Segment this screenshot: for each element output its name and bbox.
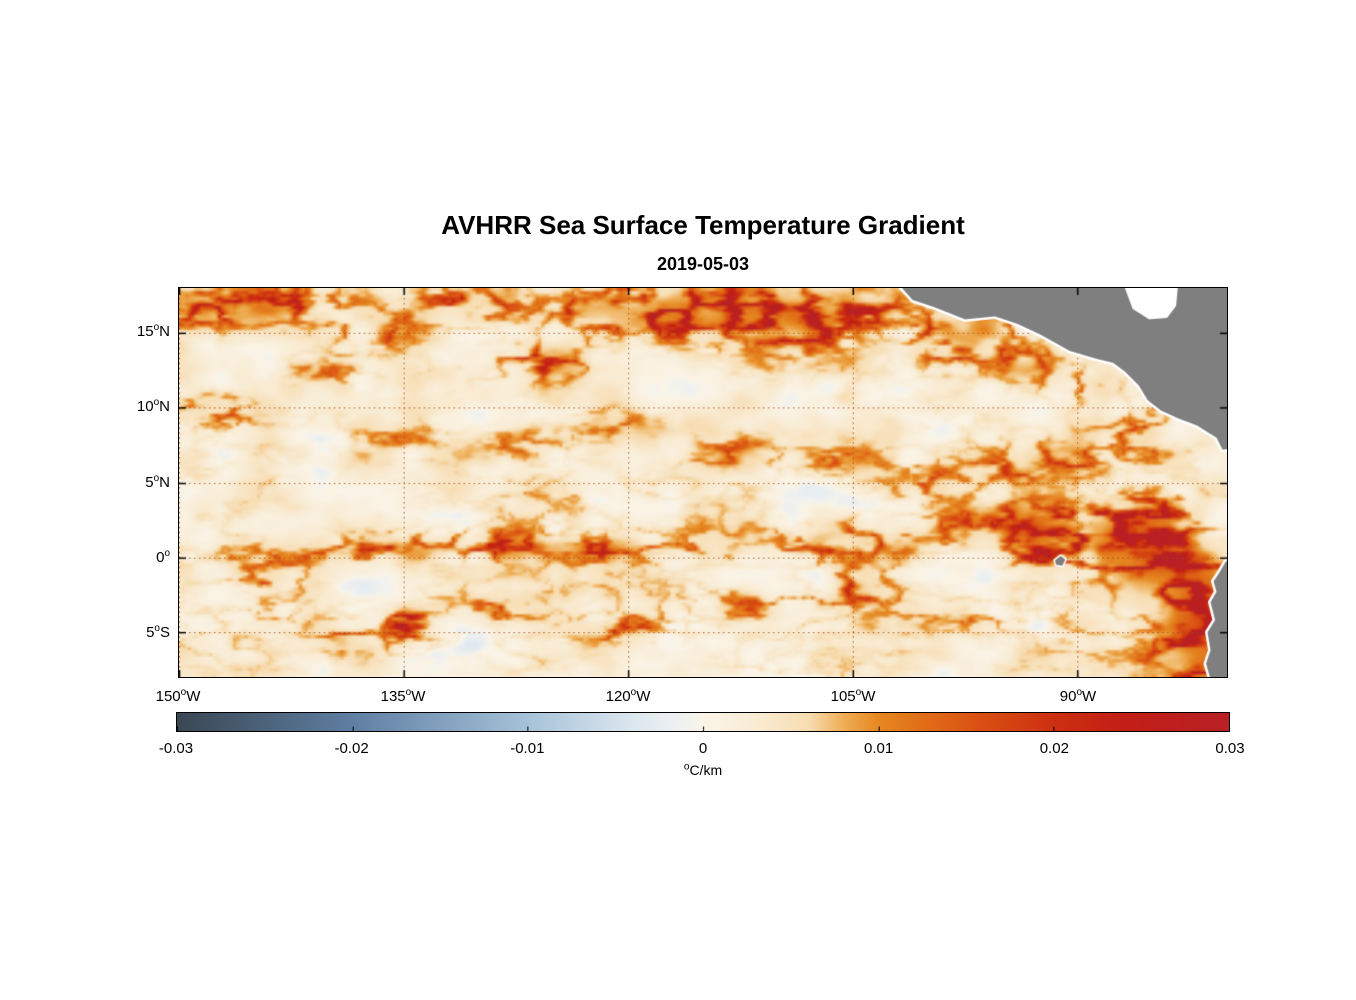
x-tick-label: 105oW <box>830 687 876 706</box>
chart-title: AVHRR Sea Surface Temperature Gradient <box>441 210 965 240</box>
colorbar-tick-label: -0.03 <box>158 740 194 757</box>
colorbar-tick-label: 0.01 <box>864 740 894 757</box>
x-tick-label: 90oW <box>1059 687 1097 706</box>
colorbar <box>176 712 1230 732</box>
sst-gradient-map-canvas <box>179 288 1227 677</box>
colorbar-gradient-canvas <box>177 713 1229 731</box>
colorbar-tick-label: -0.02 <box>334 740 369 757</box>
x-tick-label: 135oW <box>380 687 426 706</box>
y-tick-label: 5oS <box>146 622 170 641</box>
degree-symbol: o <box>683 761 690 773</box>
y-tick-label: 15oN <box>136 322 170 341</box>
y-tick-label: 0o <box>156 547 170 566</box>
y-tick-label: 10oN <box>136 397 170 416</box>
map-plot-area <box>178 287 1228 678</box>
colorbar-tick-label: 0.02 <box>1039 740 1069 757</box>
y-tick-label: 5oN <box>145 472 170 491</box>
colorbar-tick-label: -0.01 <box>510 740 545 757</box>
x-tick-label: 120oW <box>605 687 651 706</box>
chart-date-subtitle: 2019-05-03 <box>656 254 750 274</box>
units-text: C/km <box>689 762 723 778</box>
colorbar-tick-label: 0 <box>698 740 708 757</box>
x-tick-label: 150oW <box>155 687 201 706</box>
colorbar-tick-label: 0.03 <box>1215 740 1245 757</box>
colorbar-units-label: oC/km <box>178 762 1228 778</box>
